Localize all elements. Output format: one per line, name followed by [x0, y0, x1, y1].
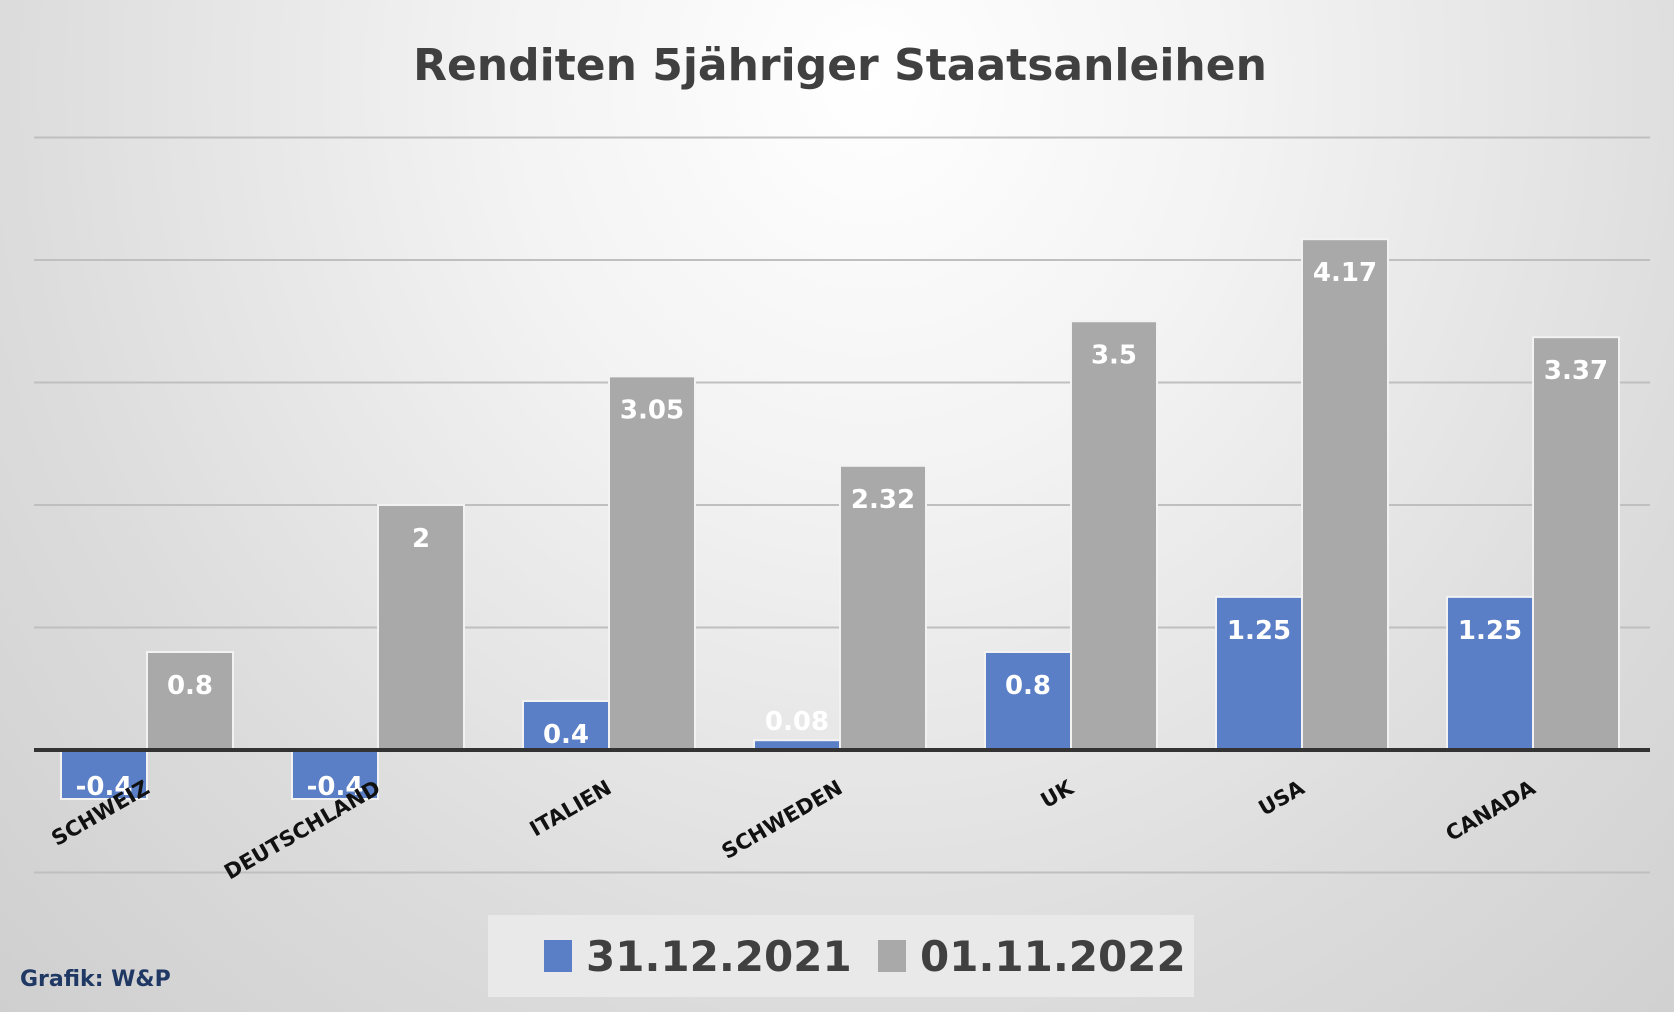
- source-credit: Grafik: W&P: [20, 967, 171, 992]
- data-label-usa-series-2: 4.17: [1313, 258, 1377, 288]
- bars: [60, 238, 1620, 800]
- data-label-usa-series-1: 1.25: [1227, 616, 1291, 646]
- data-label-uk-series-1: 0.8: [1005, 671, 1051, 701]
- data-labels: -0.4 0.8 -0.4 2 0.4 3.05 0.08 2.32 0.8 3.5 1.25 4.1…: [76, 258, 1609, 802]
- legend: 31.12.2021 01.11.2022: [488, 915, 1194, 997]
- legend-background: [488, 915, 1194, 997]
- bar-italien-series-2: [608, 375, 696, 751]
- data-label-schweden-series-2: 2.32: [851, 485, 915, 515]
- data-label-canada-series-2: 3.37: [1544, 356, 1608, 386]
- bar-uk-series-2: [1070, 320, 1158, 751]
- legend-swatch-series-2: [878, 940, 906, 972]
- data-label-canada-series-1: 1.25: [1458, 616, 1522, 646]
- category-label-uk: UK: [1037, 775, 1078, 813]
- bar-deutschland-series-1: [291, 749, 379, 800]
- bar-canada-series-2: [1532, 336, 1620, 751]
- chart-title: Renditen 5jähriger Staatsanleihen: [413, 40, 1267, 91]
- category-label-schweden: SCHWEDEN: [718, 776, 847, 864]
- bar-usa-series-2: [1301, 238, 1389, 752]
- data-label-schweiz-series-1: -0.4: [76, 772, 133, 802]
- category-labels: SCHWEIZ DEUTSCHLAND ITALIEN SCHWEDEN UK USA CA…: [47, 775, 1540, 884]
- data-label-deutschland-series-1: -0.4: [307, 772, 364, 802]
- category-label-italien: ITALIEN: [526, 776, 616, 842]
- data-label-italien-series-1: 0.4: [543, 720, 589, 750]
- bar-schweden-series-2: [839, 464, 927, 751]
- category-label-canada: CANADA: [1442, 775, 1541, 846]
- bar-deutschland-series-2: [377, 504, 465, 751]
- bar-schweiz-series-2: [146, 651, 234, 751]
- legend-label-series-1: 31.12.2021: [586, 932, 852, 981]
- data-label-uk-series-2: 3.5: [1091, 340, 1137, 370]
- data-label-italien-series-2: 3.05: [620, 395, 684, 425]
- legend-swatch-series-1: [544, 940, 572, 972]
- data-label-deutschland-series-2: 2: [412, 524, 430, 554]
- data-label-schweden-series-1: 0.08: [765, 707, 829, 737]
- category-label-usa: USA: [1255, 775, 1310, 820]
- data-label-schweiz-series-2: 0.8: [167, 671, 213, 701]
- legend-label-series-2: 01.11.2022: [920, 932, 1186, 981]
- bar-uk-series-1: [984, 651, 1072, 751]
